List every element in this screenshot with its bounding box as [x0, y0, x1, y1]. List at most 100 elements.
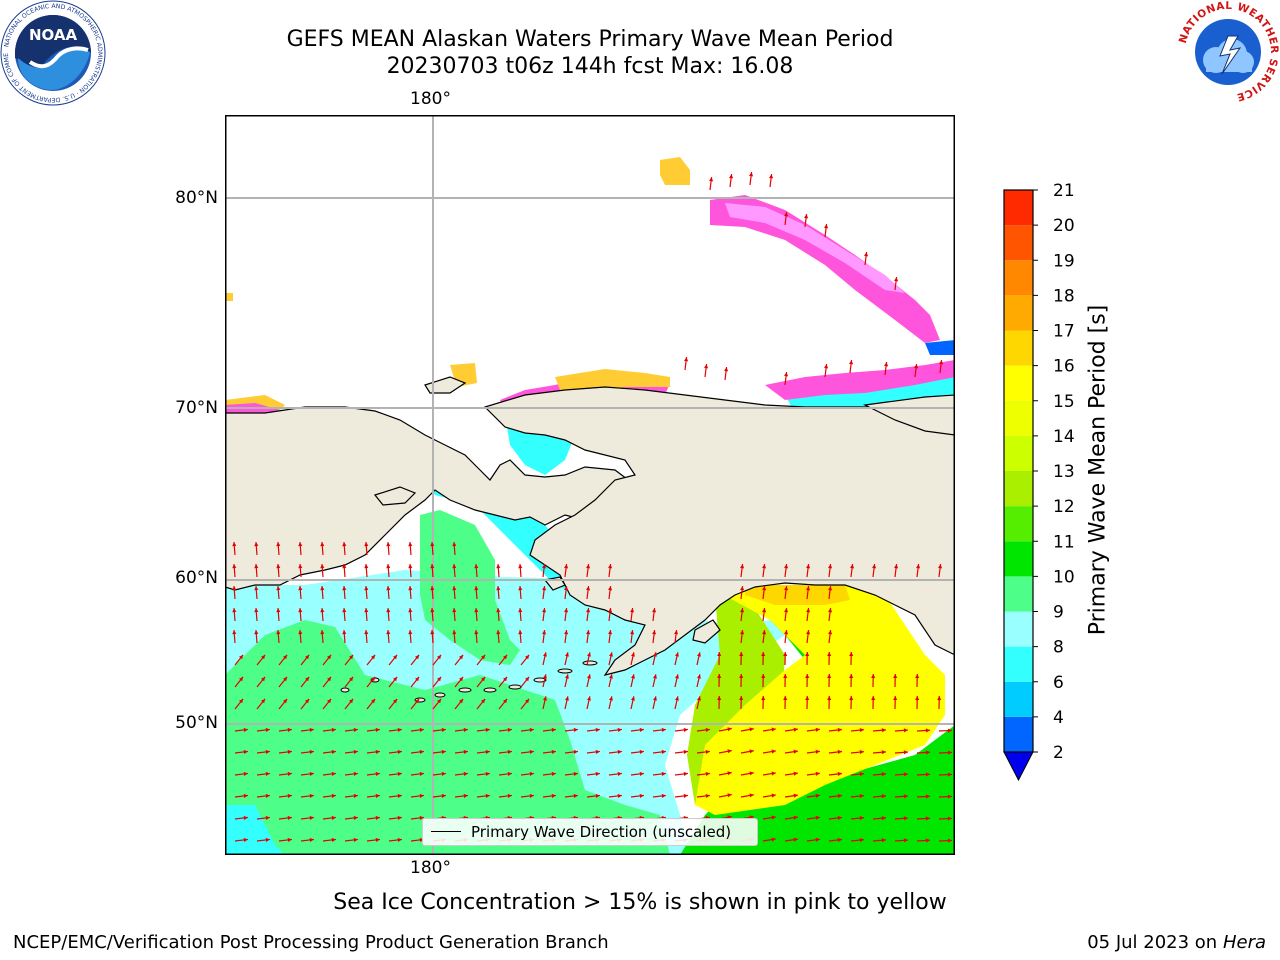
period-6-8-region [225, 805, 284, 854]
wave-vector-head [542, 630, 547, 635]
wave-vector-head [564, 652, 569, 657]
wave-vector-head [529, 727, 534, 732]
wave-vector-head [392, 654, 398, 660]
wave-vector-head [353, 837, 358, 842]
wave-vector-head [727, 749, 732, 754]
wave-vector-head [674, 696, 679, 701]
footer-date-text: 05 Jul 2023 on [1087, 932, 1218, 953]
wave-vector-head [529, 749, 534, 754]
wave-vector-head [947, 794, 952, 799]
sea-ice-patch [710, 195, 940, 343]
wave-vector-head [828, 630, 833, 635]
wave-vector-head [331, 771, 336, 776]
wave-vector-head [947, 816, 952, 821]
wave-vector-head [364, 542, 369, 547]
colorbar-tick-label: 14 [1053, 427, 1075, 447]
wave-vector-head [806, 564, 811, 569]
wave-vector-head [496, 586, 501, 591]
wave-vector-head [430, 630, 435, 635]
wave-vector-head [265, 771, 270, 776]
wave-vector-head [564, 630, 569, 635]
wave-vector-head [784, 630, 789, 635]
wave-vector-head [564, 564, 569, 569]
wave-vector-head [586, 586, 591, 591]
wave-vector-head [342, 608, 347, 613]
wave-vector-head [309, 837, 314, 842]
wave-vector-head [881, 772, 886, 777]
colorbar-block [1004, 506, 1033, 542]
wave-vector-head [452, 564, 457, 569]
wave-vector-head [276, 630, 281, 635]
wave-vector-head [947, 728, 952, 733]
wave-vector-head [837, 837, 842, 842]
wave-vector-head [386, 586, 391, 591]
wave-vector-head [309, 793, 314, 798]
wave-vector-head [740, 564, 745, 569]
wave-vector-head [353, 771, 358, 776]
wave-vector-head [419, 815, 424, 820]
wave-vector-head [392, 676, 398, 682]
wave-vector-head [304, 698, 310, 704]
wave-vector-head [639, 771, 644, 776]
wave-vector-head [304, 676, 310, 682]
colorbar: 2 4 6 8 9 10 11 12 13 14 15 16 17 18 19 20 21 [1003, 181, 1075, 782]
wave-vector-head [507, 727, 512, 732]
wave-vector-head [674, 630, 679, 635]
wave-vector-head [524, 676, 530, 682]
wave-vector-head [260, 676, 266, 682]
wave-vector-head [430, 542, 435, 547]
wave-vector-head [452, 608, 457, 613]
wave-vector-head [419, 793, 424, 798]
wave-vector-head [595, 771, 600, 776]
colorbar-tick-label: 17 [1053, 322, 1075, 342]
wave-vector-head [729, 174, 734, 179]
wave-vector-head [925, 772, 930, 777]
wave-vector-head [326, 698, 332, 704]
wave-vector-head [304, 654, 310, 660]
wave-vector-head [586, 652, 591, 657]
period-2-4-region [925, 340, 954, 355]
wave-vector-head [903, 794, 908, 799]
wave-vector-head [502, 654, 508, 660]
wave-vector-head [238, 698, 244, 704]
wave-vector-head [326, 676, 332, 682]
lat-label-50n: 50°N [175, 713, 218, 733]
wave-vector-head [496, 608, 501, 613]
wave-vector-head [894, 277, 899, 282]
wave-vector-head [938, 564, 943, 569]
wave-vector-head [485, 793, 490, 798]
wave-vector-head [441, 749, 446, 754]
wave-vector-head [474, 564, 479, 569]
wave-vector-head [348, 676, 354, 682]
wave-vector-head [705, 727, 710, 732]
wave-vector-head [282, 654, 288, 660]
map-gridlines [225, 115, 954, 854]
wave-vector-head [542, 652, 547, 657]
wave-vector-head [265, 837, 270, 842]
wave-vector-head [298, 586, 303, 591]
wave-vector-head [859, 772, 864, 777]
wave-vector-head [298, 608, 303, 613]
chart-title: GEFS MEAN Alaskan Waters Primary Wave Me… [286, 27, 894, 52]
wave-vector-head [232, 630, 237, 635]
wave-vector-head [630, 696, 635, 701]
wave-vector-head [441, 771, 446, 776]
wave-vector-head [684, 357, 689, 362]
wave-vector-head [586, 630, 591, 635]
wave-vector-head [331, 815, 336, 820]
wave-vector-head [762, 564, 767, 569]
wave-vector-head [696, 652, 701, 657]
wave-vector-head [320, 586, 325, 591]
sea-ice-patch [725, 203, 905, 293]
wave-vector-head [386, 630, 391, 635]
wave-vector-head [740, 630, 745, 635]
colorbar-block [1004, 190, 1033, 226]
wave-vector-head [342, 542, 347, 547]
colorbar-block [1004, 681, 1033, 717]
wave-vector-head [872, 564, 877, 569]
wave-vector-head [674, 674, 679, 679]
colorbar-tick-label: 19 [1053, 251, 1075, 271]
wave-vector-head [573, 727, 578, 732]
wave-vector-head [939, 360, 944, 365]
wave-vector-head [925, 838, 930, 843]
